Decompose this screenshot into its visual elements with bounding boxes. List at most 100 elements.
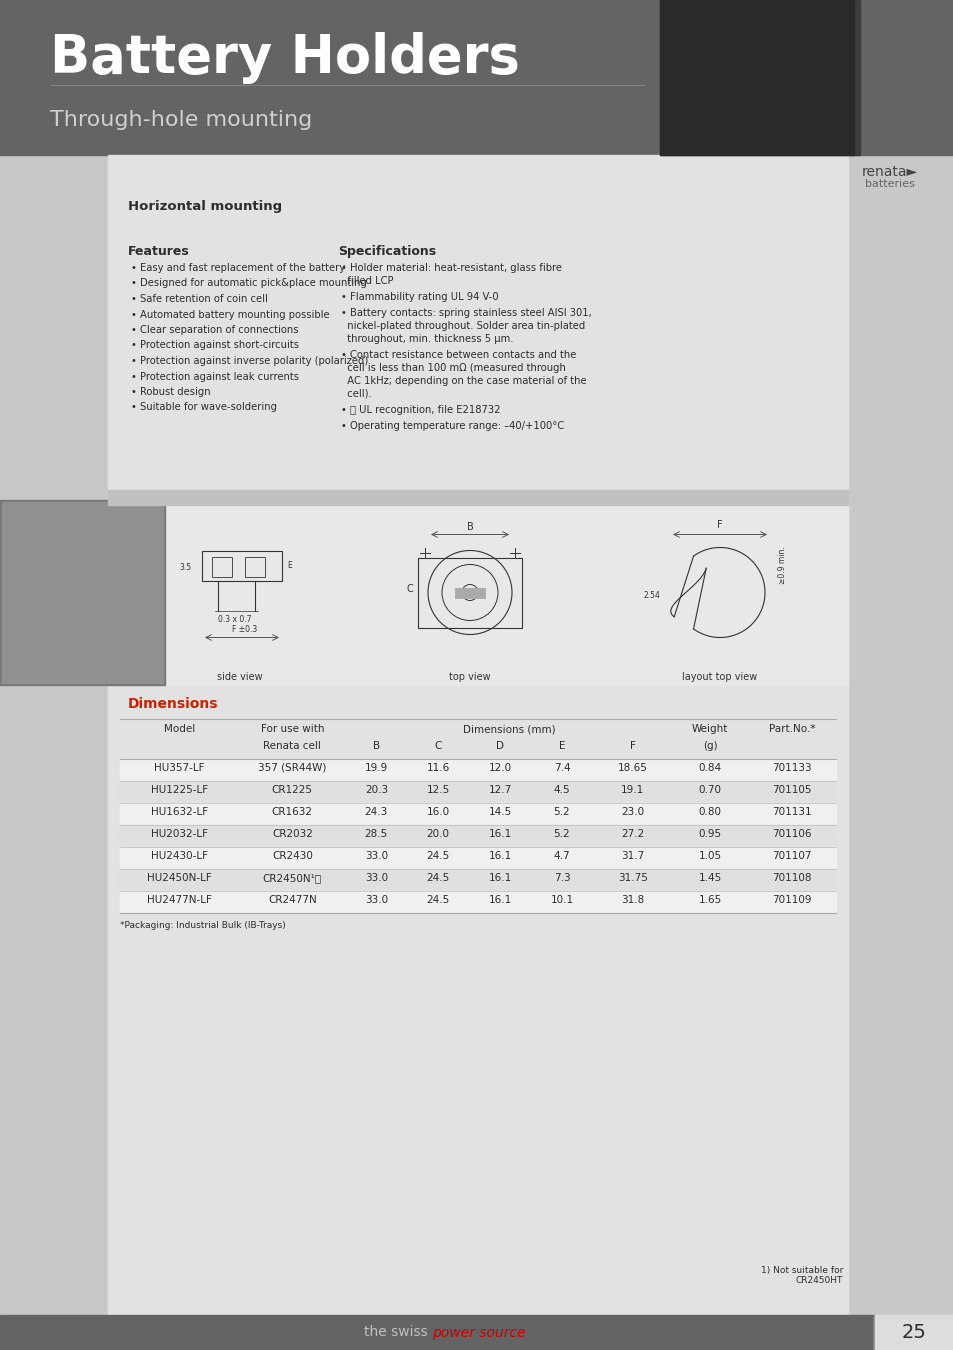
Text: 701107: 701107: [771, 850, 811, 861]
Text: F: F: [717, 520, 722, 529]
Bar: [108, 500, 847, 684]
Text: 24.3: 24.3: [364, 807, 388, 817]
Text: 5.2: 5.2: [553, 807, 570, 817]
Text: C: C: [434, 741, 441, 751]
Text: 31.7: 31.7: [620, 850, 643, 861]
Text: 1.05: 1.05: [698, 850, 720, 861]
Text: CR2450N¹⦿: CR2450N¹⦿: [262, 873, 321, 883]
Text: • Designed for automatic pick&place mounting: • Designed for automatic pick&place moun…: [131, 278, 367, 289]
Text: 24.5: 24.5: [426, 873, 450, 883]
Bar: [108, 155, 847, 1315]
Text: 19.9: 19.9: [364, 763, 388, 774]
Text: CR1632: CR1632: [272, 807, 313, 817]
Text: 33.0: 33.0: [364, 895, 388, 905]
Bar: [212, 556, 232, 576]
Bar: [120, 825, 835, 846]
Text: Part.No.*: Part.No.*: [768, 724, 814, 734]
Text: • Suitable for wave-soldering: • Suitable for wave-soldering: [131, 402, 276, 413]
Text: 701106: 701106: [771, 829, 811, 838]
Text: HU1632-LF: HU1632-LF: [151, 807, 208, 817]
Text: 0.95: 0.95: [698, 829, 720, 838]
Text: 16.1: 16.1: [488, 873, 511, 883]
Text: CR2032: CR2032: [272, 829, 313, 838]
Text: AC 1kHz; depending on the case material of the: AC 1kHz; depending on the case material …: [340, 377, 586, 386]
Text: Dimensions: Dimensions: [128, 697, 218, 711]
Text: 701105: 701105: [771, 784, 811, 795]
Bar: [0, 0, 953, 155]
Text: • Protection against inverse polarity (polarized): • Protection against inverse polarity (p…: [131, 356, 368, 366]
Text: 23.0: 23.0: [620, 807, 643, 817]
Text: 20.3: 20.3: [364, 784, 388, 795]
Bar: [120, 759, 835, 782]
Text: • Protection against short-circuits: • Protection against short-circuits: [131, 340, 298, 351]
Text: Through-hole mounting: Through-hole mounting: [50, 109, 312, 130]
Text: throughout, min. thickness 5 μm.: throughout, min. thickness 5 μm.: [340, 333, 513, 344]
Bar: [455, 587, 484, 598]
Bar: [120, 869, 835, 891]
Text: ≥0.9 min.: ≥0.9 min.: [778, 547, 786, 585]
Text: • Holder material: heat-resistant, glass fibre: • Holder material: heat-resistant, glass…: [340, 263, 561, 273]
Text: 4.5: 4.5: [553, 784, 570, 795]
Text: 16.1: 16.1: [488, 850, 511, 861]
Text: 357 (SR44W): 357 (SR44W): [258, 763, 326, 774]
Text: F ±0.3: F ±0.3: [233, 625, 257, 634]
Text: nickel-plated throughout. Solder area tin-plated: nickel-plated throughout. Solder area ti…: [340, 321, 584, 331]
Bar: [417, 558, 521, 628]
Bar: [120, 891, 835, 913]
Text: HU2430-LF: HU2430-LF: [151, 850, 208, 861]
Text: • Robust design: • Robust design: [131, 387, 211, 397]
Text: Dimensions (mm): Dimensions (mm): [462, 725, 555, 734]
Text: HU2477N-LF: HU2477N-LF: [147, 895, 212, 905]
Text: B: B: [466, 521, 473, 532]
Text: 1.65: 1.65: [698, 895, 720, 905]
Bar: [2, 502, 163, 683]
Bar: [120, 846, 835, 869]
Text: 701133: 701133: [771, 763, 811, 774]
Text: 10.1: 10.1: [550, 895, 573, 905]
Text: cell is less than 100 mΩ (measured through: cell is less than 100 mΩ (measured throu…: [340, 363, 565, 373]
Text: 701131: 701131: [771, 807, 811, 817]
Text: • Protection against leak currents: • Protection against leak currents: [131, 371, 298, 382]
Bar: [108, 490, 847, 505]
Text: • Ⓛ UL recognition, file E218732: • Ⓛ UL recognition, file E218732: [340, 405, 500, 414]
Bar: [659, 0, 853, 155]
Bar: [0, 155, 953, 1350]
Bar: [0, 1315, 873, 1350]
Text: 31.8: 31.8: [620, 895, 643, 905]
Text: 27.2: 27.2: [620, 829, 643, 838]
Bar: [202, 551, 282, 580]
Text: • Easy and fast replacement of the battery: • Easy and fast replacement of the batte…: [131, 263, 345, 273]
Text: 19.1: 19.1: [620, 784, 643, 795]
Text: 701109: 701109: [771, 895, 811, 905]
Text: 33.0: 33.0: [364, 850, 388, 861]
Text: 0.80: 0.80: [698, 807, 720, 817]
Text: 12.7: 12.7: [488, 784, 511, 795]
Text: • Flammability rating UL 94 V-0: • Flammability rating UL 94 V-0: [340, 292, 498, 302]
Text: *Packaging: Industrial Bulk (IB-Trays): *Packaging: Industrial Bulk (IB-Trays): [120, 921, 286, 930]
Text: the swiss: the swiss: [363, 1326, 432, 1339]
Text: HU357-LF: HU357-LF: [154, 763, 205, 774]
Text: power source: power source: [432, 1326, 525, 1339]
Text: 1) Not suitable for
CR2450HT: 1) Not suitable for CR2450HT: [760, 1265, 842, 1285]
Text: 24.5: 24.5: [426, 850, 450, 861]
Text: F: F: [629, 741, 635, 751]
Text: 7.3: 7.3: [553, 873, 570, 883]
Text: HU2032-LF: HU2032-LF: [151, 829, 208, 838]
Text: CR2430: CR2430: [272, 850, 313, 861]
Text: 14.5: 14.5: [488, 807, 511, 817]
Text: HU2450N-LF: HU2450N-LF: [147, 873, 212, 883]
Text: Specifications: Specifications: [337, 244, 436, 258]
Bar: [873, 1315, 953, 1350]
Text: 0.70: 0.70: [698, 784, 720, 795]
Text: Renata cell: Renata cell: [263, 741, 321, 751]
Text: cell).: cell).: [340, 389, 372, 400]
Text: • Operating temperature range: –40/+100°C: • Operating temperature range: –40/+100°…: [340, 421, 563, 431]
Text: 701108: 701108: [771, 873, 811, 883]
Text: 0.84: 0.84: [698, 763, 720, 774]
Text: 16.0: 16.0: [426, 807, 449, 817]
Text: 25: 25: [901, 1323, 925, 1342]
Text: 24.5: 24.5: [426, 895, 450, 905]
Text: CR1225: CR1225: [272, 784, 313, 795]
Text: D: D: [496, 741, 503, 751]
Text: Model: Model: [164, 724, 195, 734]
